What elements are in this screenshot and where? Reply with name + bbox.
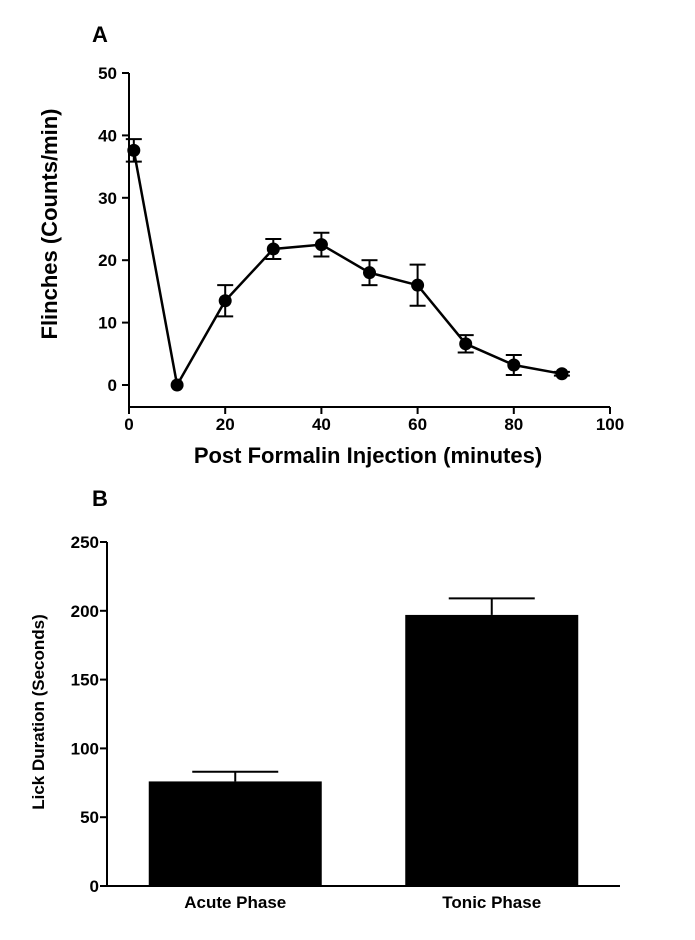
y-tick-label: 0 bbox=[108, 376, 117, 395]
bar bbox=[148, 781, 322, 886]
data-point bbox=[459, 337, 473, 351]
panel-a-y-axis-title: Flinches (Counts/min) bbox=[37, 109, 62, 340]
panel-a-axes bbox=[128, 73, 610, 408]
y-tick-label: 200 bbox=[71, 602, 99, 621]
data-point bbox=[555, 367, 569, 381]
y-tick-label: 150 bbox=[71, 671, 99, 690]
panel-a-error-bars bbox=[125, 138, 570, 377]
y-tick-label: 100 bbox=[71, 739, 99, 758]
category-label: Tonic Phase bbox=[442, 893, 541, 912]
panel-b-error-bars bbox=[192, 597, 535, 782]
panel-b-category-labels: Acute Phase Tonic Phase bbox=[184, 893, 541, 912]
panel-b-bar-chart: B 0 50 100 150 200 250 Acute Phase Tonic Phase… bbox=[29, 486, 620, 912]
panel-a-x-axis-title: Post Formalin Injection (minutes) bbox=[194, 443, 542, 468]
panel-a-points bbox=[127, 143, 569, 392]
y-tick-label: 10 bbox=[98, 314, 117, 333]
x-tick-label: 0 bbox=[124, 415, 133, 434]
data-point bbox=[266, 242, 280, 256]
data-point bbox=[218, 294, 232, 308]
panel-b-bars bbox=[148, 614, 579, 886]
panel-a-label: A bbox=[92, 22, 108, 47]
panel-b-label: B bbox=[92, 486, 108, 511]
data-point bbox=[507, 358, 521, 372]
data-point bbox=[363, 266, 376, 280]
x-tick-label: 20 bbox=[216, 415, 235, 434]
y-tick-label: 250 bbox=[71, 533, 99, 552]
y-tick-label: 40 bbox=[98, 126, 117, 145]
y-tick-label: 50 bbox=[80, 808, 99, 827]
data-point bbox=[411, 278, 425, 292]
category-label: Acute Phase bbox=[184, 893, 286, 912]
panel-b-ticks: 0 50 100 150 200 250 bbox=[71, 533, 107, 896]
y-tick-label: 30 bbox=[98, 189, 117, 208]
x-tick-label: 100 bbox=[596, 415, 624, 434]
panel-b-y-axis-title: Lick Duration (Seconds) bbox=[29, 614, 48, 810]
data-point bbox=[127, 143, 141, 157]
y-tick-label: 20 bbox=[98, 251, 117, 270]
panel-a-ticks: 0 10 20 30 40 50 0 20 40 60 80 100 bbox=[98, 64, 624, 434]
panel-b-axes bbox=[106, 542, 620, 887]
y-tick-label: 50 bbox=[98, 64, 117, 83]
x-tick-label: 40 bbox=[312, 415, 331, 434]
y-tick-label: 0 bbox=[90, 877, 99, 896]
panel-a-line-chart: A 0 10 20 30 40 50 0 20 40 60 80 100 Post Formalin … bbox=[37, 22, 624, 468]
x-tick-label: 60 bbox=[408, 415, 427, 434]
x-tick-label: 80 bbox=[504, 415, 523, 434]
data-point bbox=[314, 238, 328, 252]
bar bbox=[405, 614, 579, 886]
series-line bbox=[132, 150, 563, 389]
data-point bbox=[170, 378, 184, 392]
